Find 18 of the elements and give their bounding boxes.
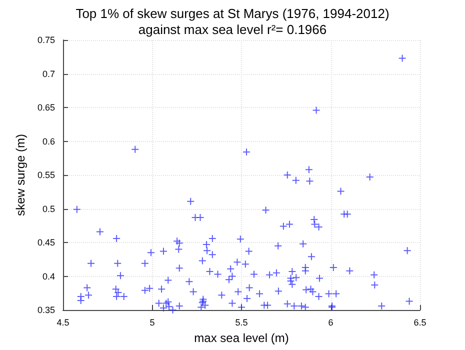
y-tick-label: 0.75 <box>37 35 55 45</box>
y-tick-label: 0.45 <box>37 238 55 248</box>
y-tick-label: 0.55 <box>37 170 55 180</box>
x-tick-label: 4.5 <box>56 318 70 328</box>
x-tick-label: 6 <box>328 318 334 328</box>
x-tick-label: 5.5 <box>235 318 248 328</box>
y-tick-label: 0.4 <box>42 271 55 282</box>
y-tick-label: 0.6 <box>42 136 55 146</box>
y-tick-label: 0.35 <box>37 305 55 315</box>
y-axis-title: skew surge (m) <box>14 134 28 216</box>
chart-title: Top 1% of skew surges at St Marys (1976, 1994-2012) <box>76 6 390 21</box>
y-tick-label: 0.65 <box>37 102 55 112</box>
y-tick-label: 0.5 <box>42 204 55 214</box>
x-tick-label: 5 <box>150 318 155 328</box>
x-axis-title: max sea level (m) <box>194 330 289 345</box>
x-tick-label: 6.5 <box>414 318 426 328</box>
chart-subtitle: against max sea level r²= 0.1966 <box>138 22 327 37</box>
y-tick-label: 0.7 <box>42 68 55 79</box>
